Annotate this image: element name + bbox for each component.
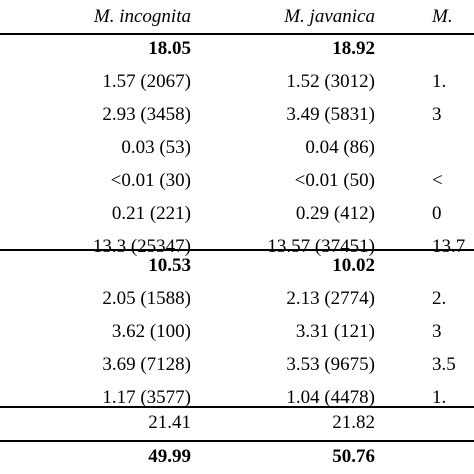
column-header-m-javanica: M. javanica: [284, 6, 375, 27]
section2-total-row: 10.53 10.02: [0, 249, 474, 283]
table-cell: 13.3 (25347): [92, 236, 191, 257]
table-cell: 3.31 (121): [295, 321, 375, 342]
table-cell: 2.13 (2774): [286, 288, 375, 309]
table-cell: 2.05 (1588): [102, 288, 191, 309]
section1-total-incognita: 18.05: [148, 38, 191, 59]
section2-total-javanica: 10.02: [332, 255, 375, 276]
table-row: 1.57 (2067) 1.52 (3012) 1.: [0, 65, 474, 99]
column-header-m-third: M.: [432, 6, 453, 27]
table-cell: 3: [432, 321, 442, 342]
table-cell: 1.04 (4478): [286, 387, 375, 408]
table-cell: <: [432, 170, 443, 191]
table-cell: 3.62 (100): [111, 321, 191, 342]
section1-rule: [0, 249, 474, 251]
table-cell: 0.29 (412): [295, 203, 375, 224]
table-cell: 21.41: [148, 412, 191, 433]
table-cell: 3.69 (7128): [102, 354, 191, 375]
table-cell: 3.53 (9675): [286, 354, 375, 375]
table-cell: 1.: [432, 387, 447, 408]
table-cell: 1.52 (3012): [286, 71, 375, 92]
header-rule: [0, 33, 474, 35]
table-cell: 0: [432, 203, 442, 224]
section2-rule: [0, 406, 474, 408]
table-cell: 13.57 (37451): [267, 236, 375, 257]
grand-total-row: 49.99 50.76: [0, 440, 474, 474]
table-cell: 21.82: [332, 412, 375, 433]
table-cell: 3.49 (5831): [286, 104, 375, 125]
section3-row: 21.41 21.82: [0, 406, 474, 440]
column-header-m-incognita: M. incognita: [93, 6, 191, 27]
section1-total-javanica: 18.92: [332, 38, 375, 59]
table-cell: 0.04 (86): [305, 137, 375, 158]
table-cell: 0.03 (53): [121, 137, 191, 158]
table-row: 13.3 (25347) 13.57 (37451) 13.7: [0, 230, 474, 264]
table-cell: 3.5: [432, 354, 456, 375]
table-cell: 1.17 (3577): [102, 387, 191, 408]
table-cell: 13.7: [432, 236, 466, 257]
table-row: 0.21 (221) 0.29 (412) 0: [0, 197, 474, 231]
table-cell: 1.: [432, 71, 447, 92]
grand-total-rule: [0, 440, 474, 442]
table-cell: 3: [432, 104, 442, 125]
table-cell: <0.01 (50): [294, 170, 375, 191]
table-row: 0.03 (53) 0.04 (86): [0, 131, 474, 165]
table-cell: 0.21 (221): [111, 203, 191, 224]
table-row: 2.05 (1588) 2.13 (2774) 2.: [0, 282, 474, 316]
section2-total-incognita: 10.53: [148, 255, 191, 276]
table-cell: 2.93 (3458): [102, 104, 191, 125]
table-cell: <0.01 (30): [110, 170, 191, 191]
table-row: 3.62 (100) 3.31 (121) 3: [0, 315, 474, 349]
grand-total-javanica: 50.76: [332, 446, 375, 467]
section1-total-row: 18.05 18.92: [0, 32, 474, 66]
table-row: 3.69 (7128) 3.53 (9675) 3.5: [0, 348, 474, 382]
table-row: 2.93 (3458) 3.49 (5831) 3: [0, 98, 474, 132]
table-cell: 1.57 (2067): [102, 71, 191, 92]
table-row: <0.01 (30) <0.01 (50) <: [0, 164, 474, 198]
table-row: 1.17 (3577) 1.04 (4478) 1.: [0, 381, 474, 415]
table-cell: 2.: [432, 288, 447, 309]
grand-total-incognita: 49.99: [148, 446, 191, 467]
table-header-row: M. incognita M. javanica M.: [0, 0, 474, 34]
